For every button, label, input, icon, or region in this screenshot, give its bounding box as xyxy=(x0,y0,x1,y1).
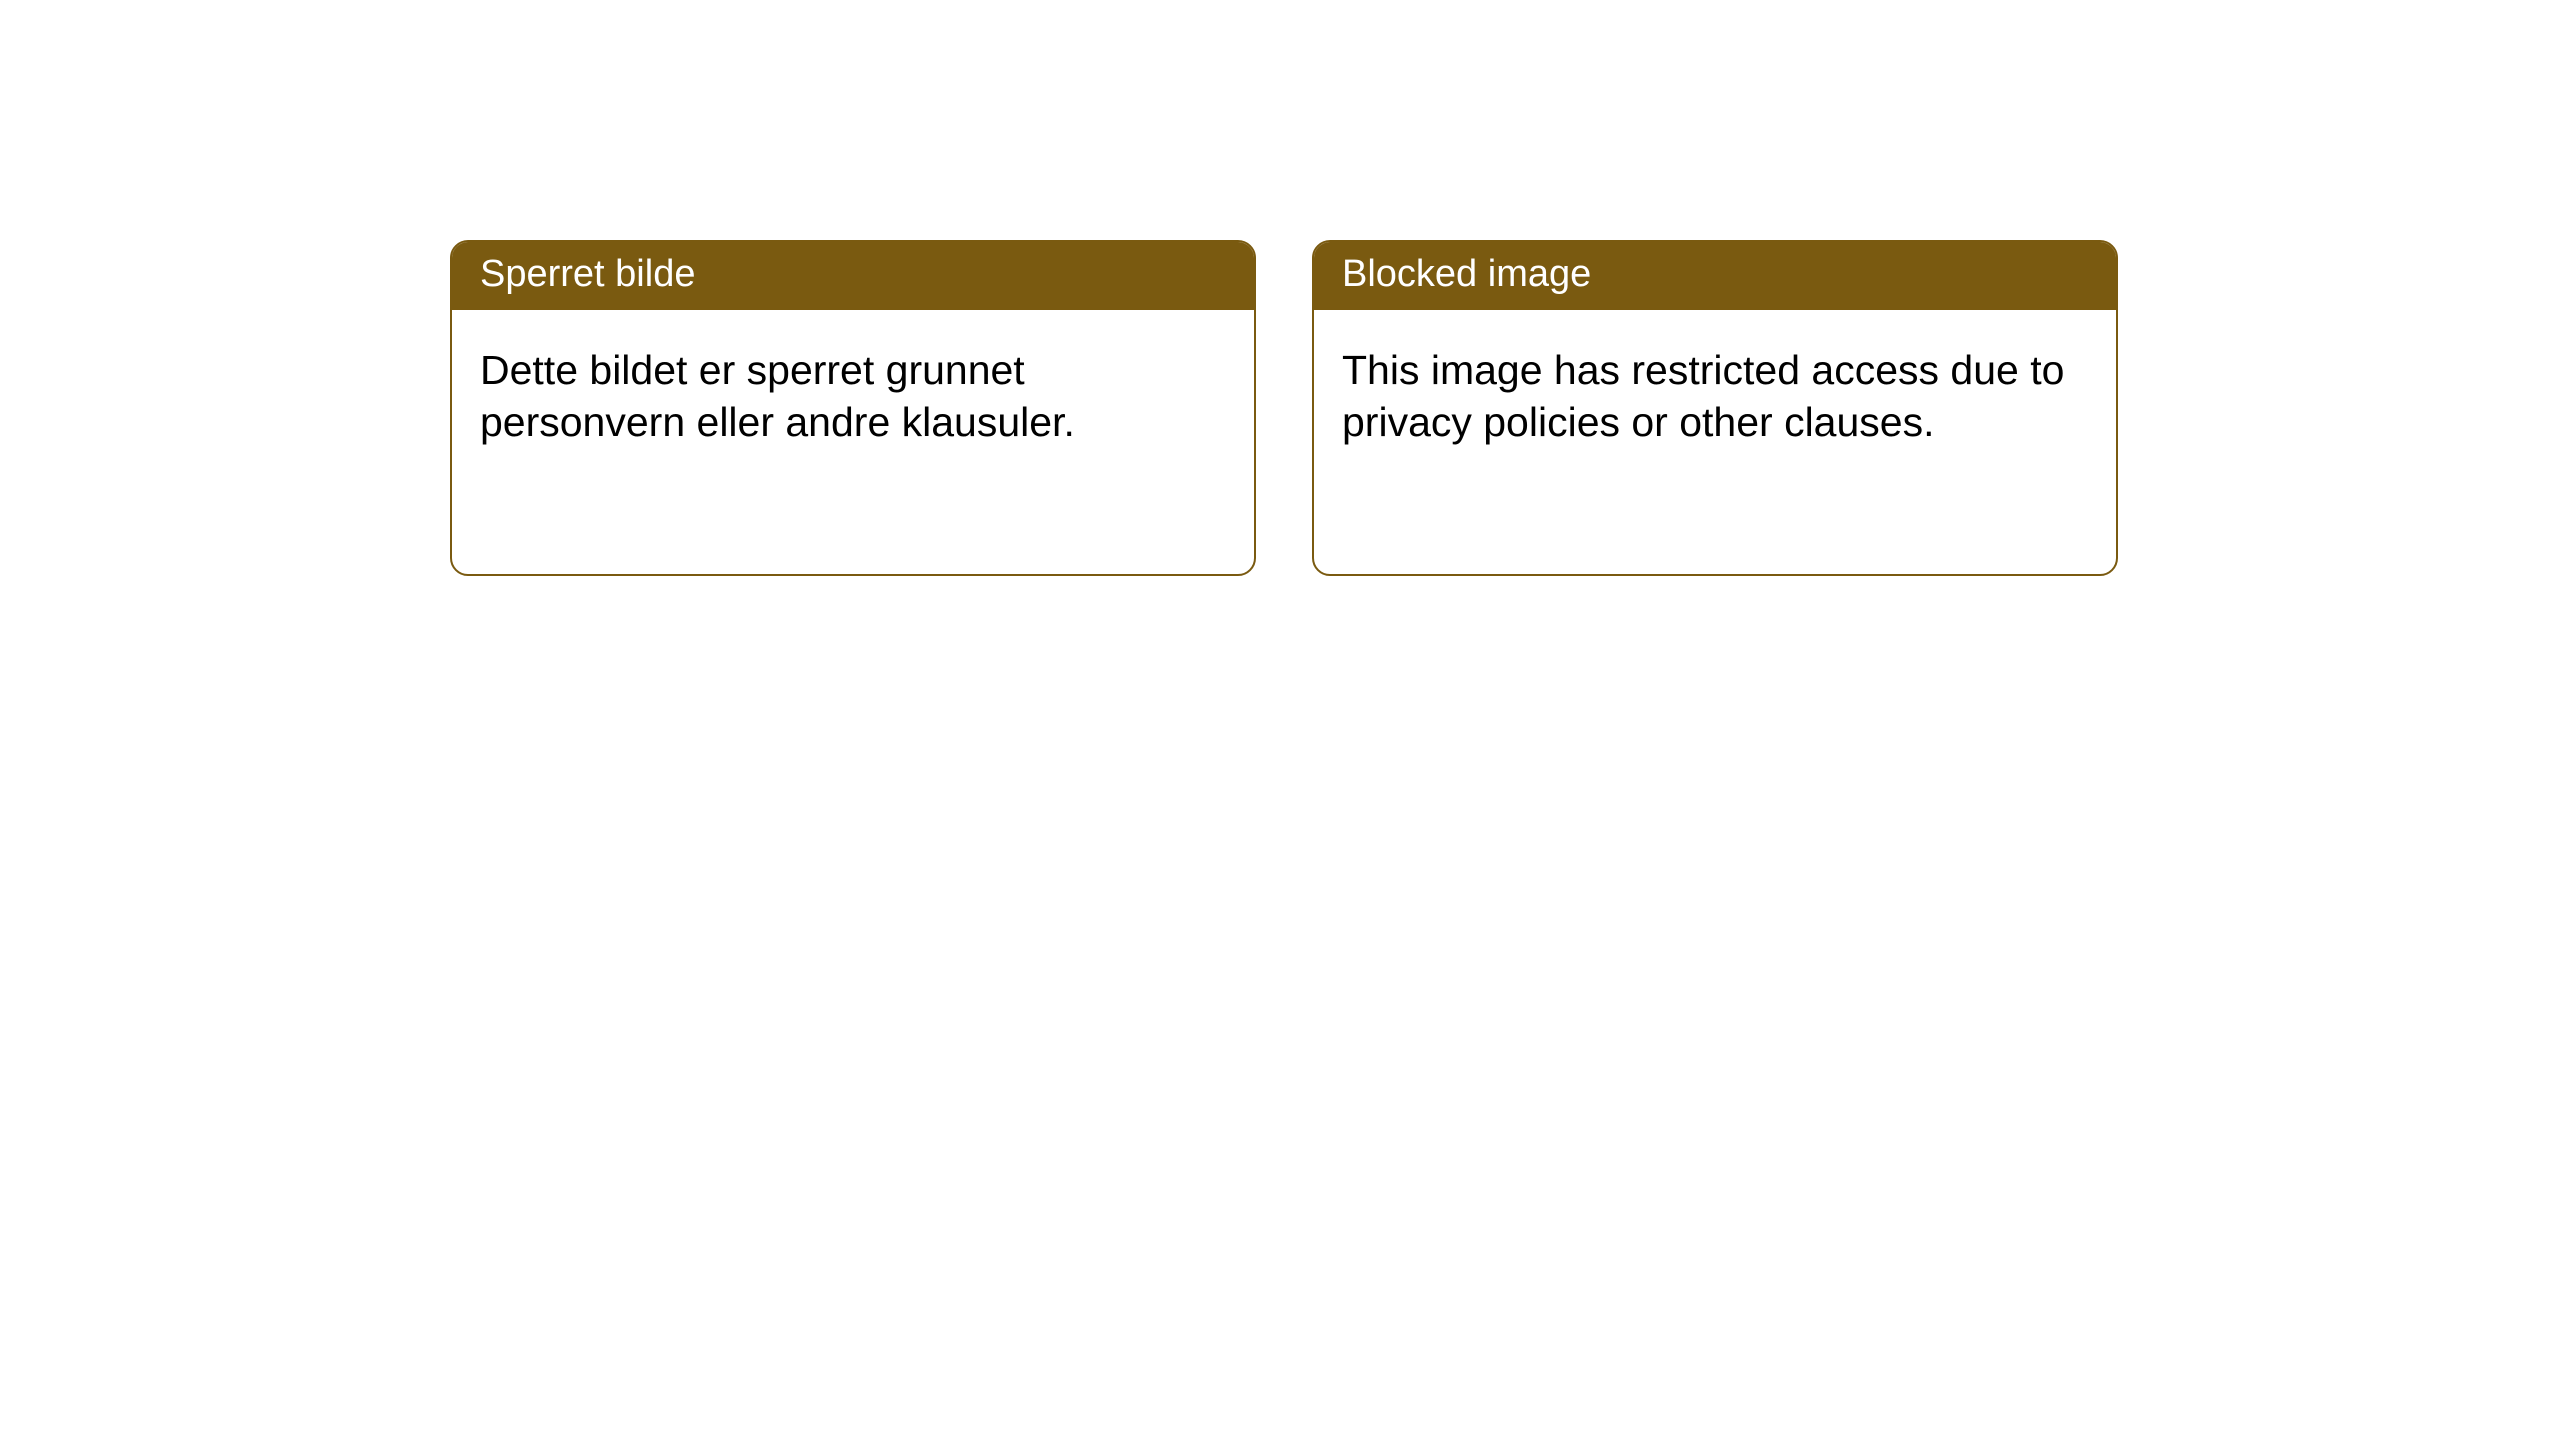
notice-container: Sperret bilde Dette bildet er sperret gr… xyxy=(0,0,2560,576)
notice-card-no: Sperret bilde Dette bildet er sperret gr… xyxy=(450,240,1256,576)
notice-title-no: Sperret bilde xyxy=(452,242,1254,310)
notice-body-no: Dette bildet er sperret grunnet personve… xyxy=(452,310,1254,477)
notice-card-en: Blocked image This image has restricted … xyxy=(1312,240,2118,576)
notice-title-en: Blocked image xyxy=(1314,242,2116,310)
notice-body-en: This image has restricted access due to … xyxy=(1314,310,2116,477)
